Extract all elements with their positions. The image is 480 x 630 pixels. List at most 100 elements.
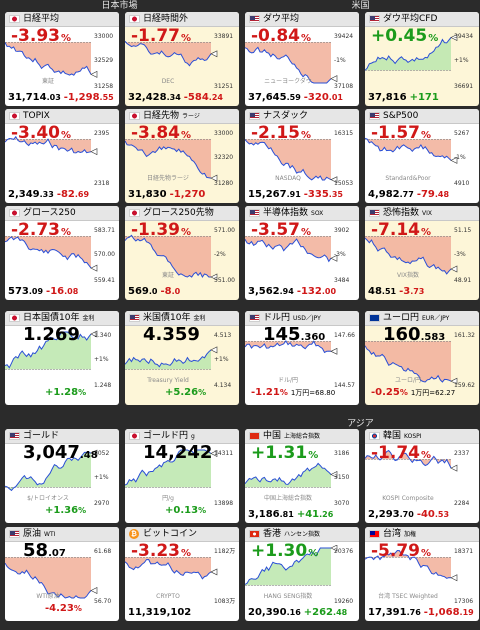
mini-chart: 2337 2284 KOSPI Composite [365,447,469,507]
change-percent: -2.73% [11,220,72,240]
pct-value: +1.36 [45,505,79,516]
tick-label: 3484 [334,277,349,284]
card-23[interactable]: 台湾 加権 18371 17306 台湾 TSEC Weighted -5.79% 17,3… [365,527,479,621]
card-sub: VIX [422,210,432,217]
card-7[interactable]: S&P500 5267 -1% 4910 Standard&Poor -1.57% 4,98… [365,109,479,203]
price-main: 2,293 [368,509,400,520]
card-header: ダウ平均 [245,12,359,27]
price-row: 3,562.94 -132.00 [248,285,336,298]
price-row: 2,293.70 -40.53 [368,508,449,521]
pct-value: -0.84 [251,26,300,46]
chart-watermark: ドル/円 [278,377,298,384]
card-13[interactable]: 米国債10年 金利 4.513 +1% 4.134 Treasury Yield 4.359… [125,311,239,405]
chart-line [245,547,331,585]
card-sub: SOX [311,210,324,217]
tick-label: 31258 [94,83,113,90]
price-main: 37,816 [368,92,407,103]
big-value: 160.583 [383,324,445,349]
chart-area [245,340,331,353]
chart-area [365,341,451,382]
price-change-dec: .24 [208,93,223,102]
jp-flag-icon [9,15,20,23]
tick-label: 51.15 [454,227,471,234]
change-percent: -1.57% [371,123,432,143]
marker-arrow-icon [330,75,338,83]
card-sub: EUR／JPY [422,315,450,322]
card-2[interactable]: ダウ平均 39424 -1% 37108 ニューヨークダウ -0.84% 37,645.59… [245,12,359,106]
tick-label: 39424 [334,33,353,40]
card-1[interactable]: 日経時間外 33891 31251 DEC -1.77% 32,428.34 -584.24 [125,12,239,106]
big-dec: .583 [420,332,446,343]
price-change: -82 [56,189,75,200]
card-name: 米国債10年 [143,313,191,323]
cn-flag-icon [249,432,260,440]
price-row: 37,645.59 -320.01 [248,91,343,104]
card-20[interactable]: 原油 WTI 61.68 56.70 WTI原油 58.07 -4.23% [5,527,119,621]
card-4[interactable]: TOPIX 2395 2318 -3.40% 2,349.33 -82.69 [5,109,119,203]
card-name: 香港 [263,529,282,539]
tick-label: 3070 [334,500,349,507]
jp-flag-icon [9,112,20,120]
card-header: 日経平均 [5,12,119,27]
chart-watermark: Treasury Yield [146,377,189,384]
mini-chart: 583.71 570.00 559.41 [5,224,115,284]
card-8[interactable]: グロース250 583.71 570.00 559.41 -2.73% 573.09 -16… [5,206,119,300]
marker-arrow-icon [210,273,218,281]
price-dec: .51 [381,287,397,296]
card-sub: g [191,433,195,440]
card-19[interactable]: 韓国 KOSPI 2337 2284 KOSPI Composite -1.74% 2,29… [365,429,479,523]
card-6[interactable]: ナスダック 16315 15053 NASDAQ -2.15% 15,267.91 -335… [245,109,359,203]
tick-label: 3186 [334,450,349,457]
tick-label: 32320 [214,154,233,161]
card-17[interactable]: ゴールド円 g 14311 13898 円/g 14,242 +0.13% [125,429,239,523]
big-main: 145 [263,324,301,345]
price-row: 573.09 -16.08 [8,285,78,298]
card-sub: 金利 [193,315,206,322]
tick-label: 1083万 [214,598,235,605]
marker-arrow-icon [450,265,458,273]
card-5[interactable]: 日経先物 ラージ 33000 32320 31280 日経先物ラージ -3.84% 31,83… [125,109,239,203]
card-0[interactable]: 日経平均 33000 32529 31258 東証 -3.93% 31,714.03 -1,2… [5,12,119,106]
tick-label: 2284 [454,500,469,507]
card-18[interactable]: 中国 上海総合指数 3186 3150 3070 中国上海総合指数 +1.31% 3,186.… [245,429,359,523]
card-12[interactable]: 日本国債10年 金利 1.340 +1% 1.248 1.269 +1.28% [5,311,119,405]
card-15[interactable]: ユーロ円 EUR／JPY 161.32 159.62 ユーロ/円 160.583 -0.25… [365,311,479,405]
card-header: グロース250先物 [125,206,239,221]
marker-arrow-icon [330,545,338,552]
card-name: ゴールド [23,431,60,441]
big-value: 1.269 [23,324,80,349]
card-10[interactable]: 半導体指数 SOX 3902 -3% 3484 -3.57% 3,562.94 -132.00 [245,206,359,300]
tick-label: 1182万 [214,548,235,555]
price-main: 17,391 [368,607,407,618]
chart-line [245,46,332,84]
card-header: 日本国債10年 金利 [5,311,119,326]
card-16[interactable]: ゴールド 3052 +1% 2970 $/トロイオンス 3,047.48 +1.36% [5,429,119,523]
card-21[interactable]: ₿ ビットコイン 1182万 1083万 CRYPTO -3.23% 11,319,102 [125,527,239,621]
jp-flag-icon [9,314,20,322]
tick-label: 31251 [214,83,233,90]
tick-label: 15053 [334,180,353,187]
price-row: 17,391.76 -1,068.19 [368,606,474,619]
price-dec: .34 [166,93,181,102]
change-percent: -0.84% [251,26,312,46]
card-9[interactable]: グロース250先物 571.00 -2% 551.00 東証 -1.39% 569.0 -8.… [125,206,239,300]
card-name: ビットコイン [143,529,198,539]
chart-line [5,451,92,492]
tick-label: 18371 [454,548,473,555]
change-percent: +0.13% [165,505,207,516]
tick-label: 4.134 [214,382,231,389]
card-14[interactable]: ドル円 USD／JPY 147.66 144.57 ドル/円 145.360 -1.21% 1… [245,311,359,405]
card-header: S&P500 [365,109,479,124]
price-change: +262 [303,607,334,618]
chart-area [245,236,331,262]
chart-watermark: 台湾 TSEC Weighted [378,592,438,600]
card-11[interactable]: 恐怖指数 VIX 51.15 -3% 48.91 VIX指数 -7.14% 48.51 -3.7… [365,206,479,300]
card-3[interactable]: ダウ平均CFD 39434 +1% 36691 +0.45% 37,816 +171 [365,12,479,106]
kr-flag-icon [369,432,380,440]
chart-watermark: 日経先物ラージ [147,174,189,182]
card-name: ユーロ円 [383,313,420,323]
card-header: ユーロ円 EUR／JPY [365,311,479,326]
price-main: 31,830 [128,189,167,200]
hk-flag-icon [249,530,260,538]
card-22[interactable]: 香港 ハンセン指数 20376 19260 HANG SENG指数 +1.30% 20,39… [245,527,359,621]
